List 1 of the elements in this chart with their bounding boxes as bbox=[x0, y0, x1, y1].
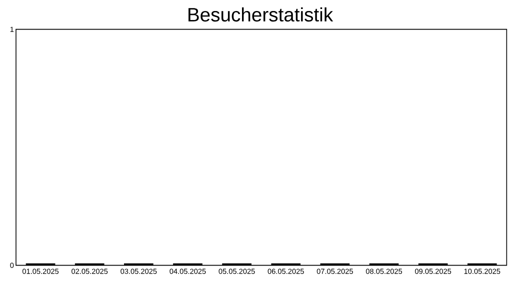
chart-title: Besucherstatistik bbox=[188, 7, 334, 22]
